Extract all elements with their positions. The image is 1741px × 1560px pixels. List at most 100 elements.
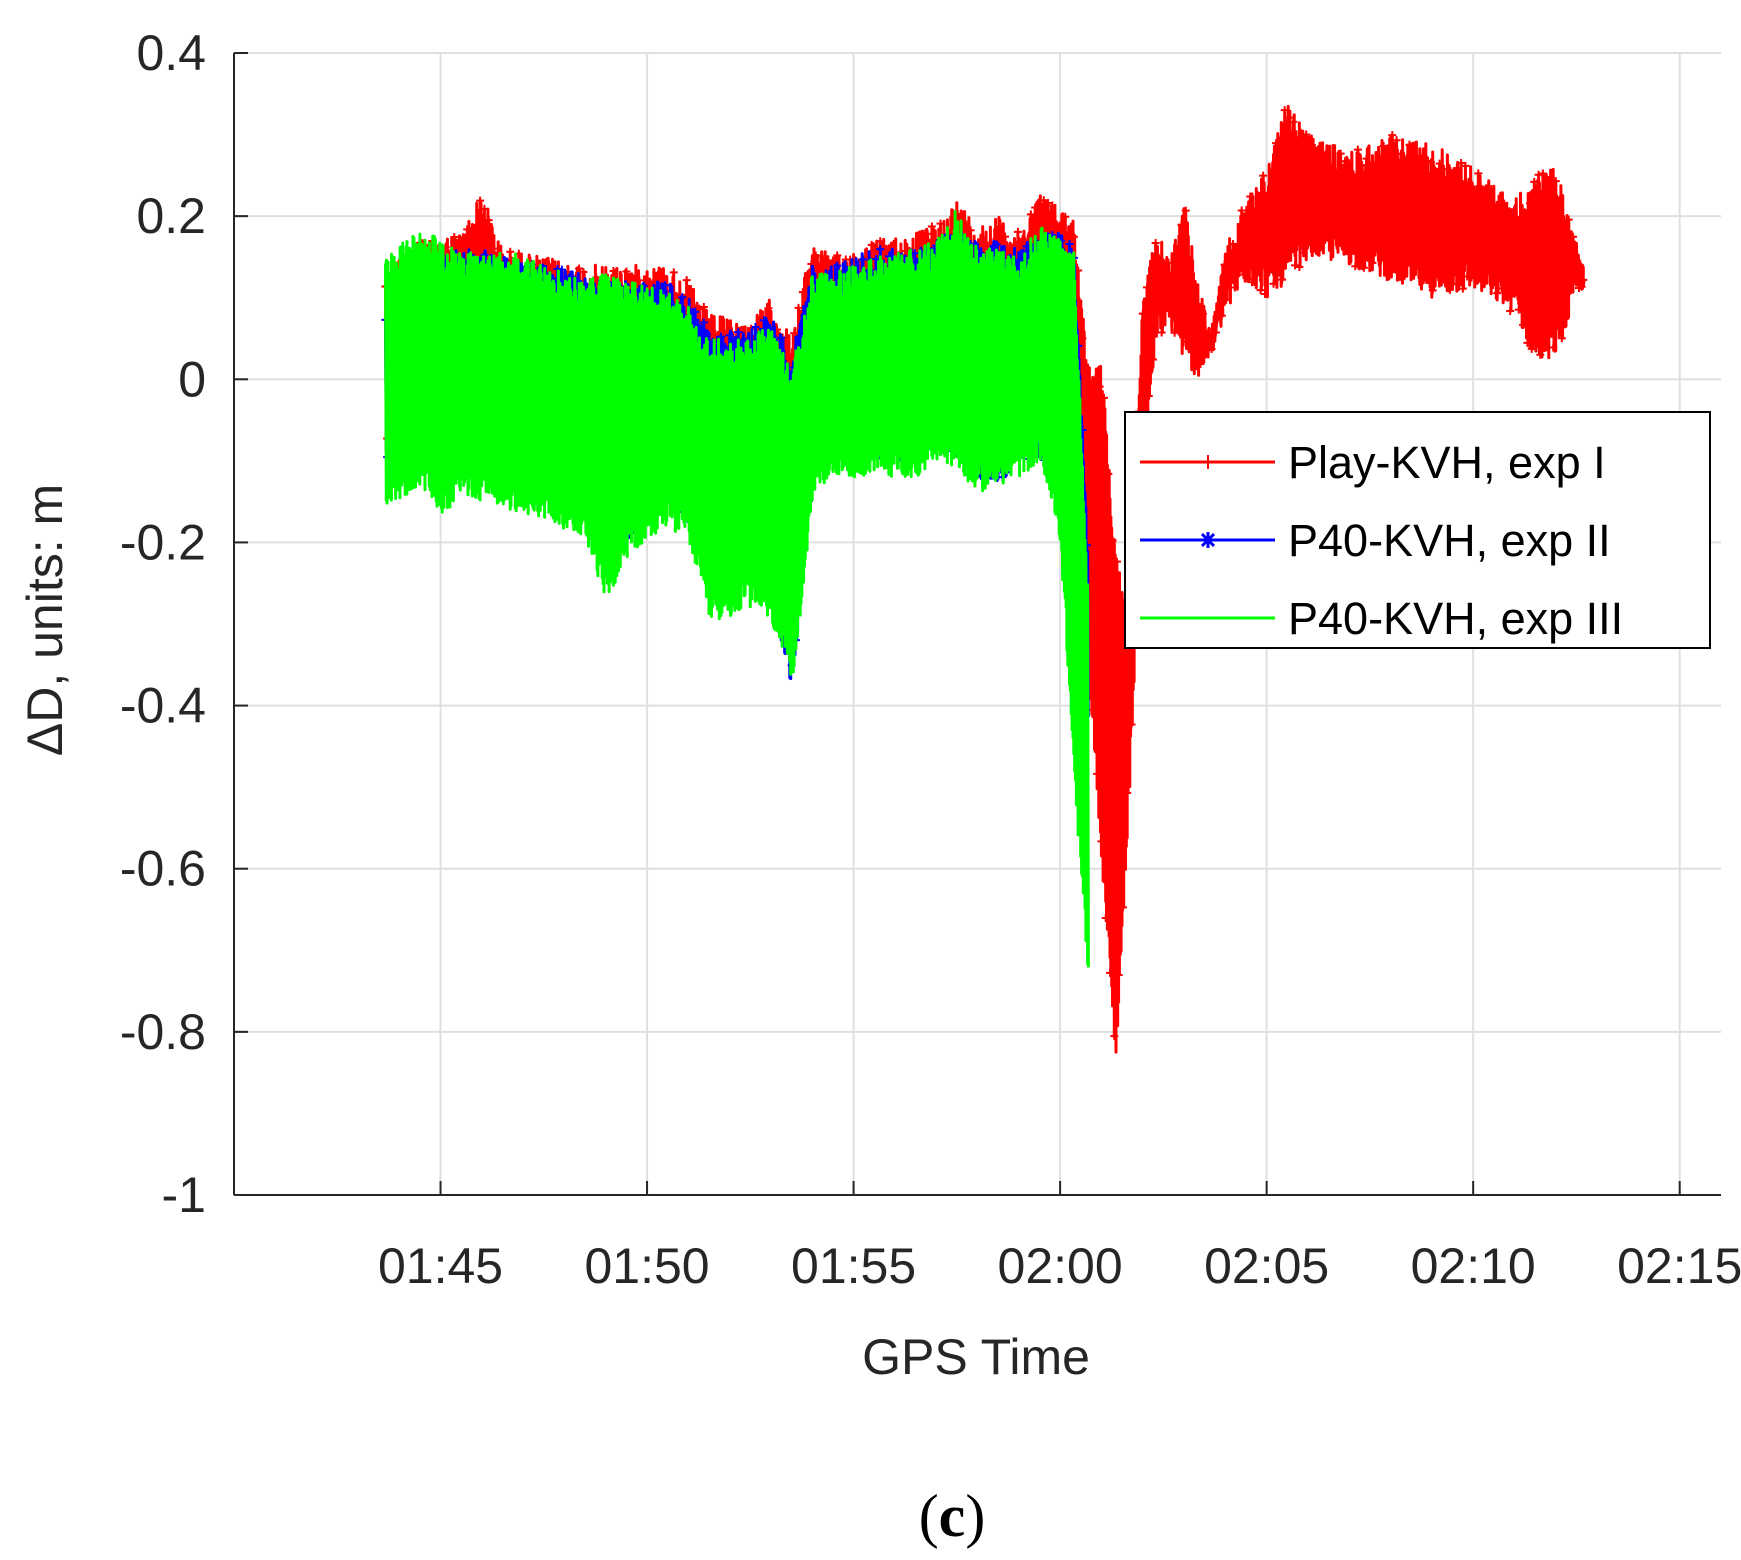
series-marker xyxy=(1364,236,1373,245)
series-marker xyxy=(1260,289,1269,298)
series-marker xyxy=(467,226,476,235)
series-marker xyxy=(1211,328,1220,337)
series-marker xyxy=(1229,240,1238,249)
series-marker xyxy=(1143,283,1152,292)
series-marker xyxy=(1398,264,1407,273)
legend-entry: P40-KVH, exp III xyxy=(1140,593,1623,644)
series-marker xyxy=(1547,196,1556,205)
series-marker xyxy=(1437,276,1446,285)
series-marker xyxy=(1530,177,1539,186)
series-marker xyxy=(833,261,842,270)
series-marker xyxy=(833,251,842,260)
y-tick-label: -0.8 xyxy=(120,1004,206,1060)
legend-marker xyxy=(1201,455,1215,469)
series-marker xyxy=(1259,171,1268,180)
y-tick-label: 0.4 xyxy=(136,25,206,81)
series-marker xyxy=(927,222,936,231)
series-marker xyxy=(777,333,786,342)
series-marker xyxy=(1117,604,1126,613)
series-marker xyxy=(1222,295,1231,304)
series-marker xyxy=(708,327,717,336)
series-marker xyxy=(1082,364,1091,373)
series-marker xyxy=(1353,145,1362,154)
series-marker xyxy=(1371,167,1380,176)
series-marker xyxy=(661,281,670,290)
series-marker xyxy=(1414,162,1423,171)
series-marker xyxy=(729,336,738,345)
series-marker xyxy=(1321,235,1330,244)
x-tick-label: 02:00 xyxy=(998,1238,1123,1294)
series-marker xyxy=(1078,334,1087,343)
series-marker xyxy=(1194,304,1203,313)
series-marker xyxy=(1280,106,1289,115)
series-marker xyxy=(1093,769,1102,778)
series-marker xyxy=(1297,140,1306,149)
series-marker xyxy=(923,229,932,238)
legend-entry: Play-KVH, exp I xyxy=(1140,437,1606,488)
series-marker xyxy=(725,331,734,340)
series-marker xyxy=(635,276,644,285)
series-marker xyxy=(484,216,493,225)
series-marker xyxy=(936,219,945,228)
series-marker xyxy=(1183,337,1192,346)
x-tick-label: 01:55 xyxy=(791,1238,916,1294)
series-marker xyxy=(1566,285,1575,294)
series-marker xyxy=(1044,198,1053,207)
series-marker xyxy=(1278,275,1287,284)
series-marker xyxy=(682,276,691,285)
series-marker xyxy=(1302,130,1311,139)
series-marker xyxy=(1390,252,1398,261)
series-marker xyxy=(1108,536,1117,545)
series-marker xyxy=(480,204,489,213)
series-marker xyxy=(1157,328,1166,337)
series-marker xyxy=(1207,345,1216,354)
series-marker xyxy=(1282,247,1291,256)
series-marker xyxy=(1018,237,1027,246)
series-marker xyxy=(717,332,726,341)
series-marker xyxy=(996,222,1005,231)
series-marker xyxy=(1256,286,1265,295)
x-tick-label: 02:10 xyxy=(1411,1238,1536,1294)
series-marker xyxy=(1553,315,1562,324)
series-marker xyxy=(1170,328,1179,337)
series-marker xyxy=(1295,263,1304,272)
series-marker xyxy=(1153,303,1162,312)
series-marker xyxy=(1246,192,1255,201)
series-marker xyxy=(1411,264,1420,273)
series-marker xyxy=(962,220,971,229)
series-marker xyxy=(1001,232,1010,241)
series-marker xyxy=(1303,240,1312,249)
series-marker xyxy=(1230,283,1239,292)
series-marker xyxy=(1385,247,1394,256)
series-marker xyxy=(471,228,480,237)
series-marker xyxy=(1285,113,1294,122)
series-marker xyxy=(1474,169,1483,178)
series-marker xyxy=(1407,253,1416,262)
series-marker xyxy=(1166,302,1175,311)
series-marker xyxy=(1127,720,1136,729)
series-marker xyxy=(1213,315,1222,324)
series-marker xyxy=(798,288,807,297)
legend-entry: P40-KVH, exp II xyxy=(1140,515,1611,566)
series-marker xyxy=(1493,289,1502,298)
series-marker xyxy=(914,232,923,241)
series-marker xyxy=(1556,195,1565,204)
series-marker xyxy=(1409,152,1418,161)
series-marker xyxy=(1237,206,1246,215)
series-marker xyxy=(1106,968,1115,977)
series-marker xyxy=(1448,169,1457,178)
y-tick-label: -1 xyxy=(162,1167,206,1223)
series-marker xyxy=(1568,232,1577,241)
series-marker xyxy=(1450,263,1459,272)
series-marker xyxy=(1340,157,1349,166)
series-marker xyxy=(1248,278,1257,287)
series-marker xyxy=(1177,220,1186,229)
series-marker xyxy=(992,240,1001,249)
series-marker xyxy=(1454,280,1463,289)
series-marker xyxy=(1065,239,1074,248)
series-marker xyxy=(1428,286,1437,295)
series-marker xyxy=(686,285,695,294)
series-marker xyxy=(1488,280,1497,289)
series-marker xyxy=(1427,158,1435,167)
series-marker xyxy=(1388,131,1397,140)
